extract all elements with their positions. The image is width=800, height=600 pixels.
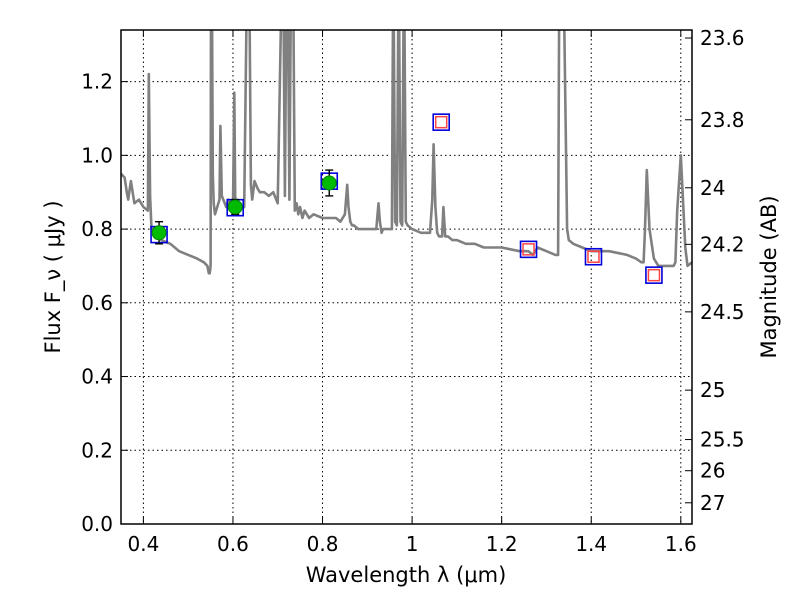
y-axis-title: Flux F_ν ( μJy ) — [41, 200, 66, 353]
plot-area — [121, 30, 692, 284]
model-spectrum-line — [121, 30, 692, 275]
y2-tick-label: 24 — [700, 176, 725, 200]
y-tick-label: 0.8 — [81, 217, 113, 241]
x-tick-label: 0.4 — [127, 532, 159, 556]
y2-tick-label: 25.5 — [700, 428, 745, 452]
x-tick-label: 0.6 — [217, 532, 249, 556]
observed-point — [227, 199, 243, 215]
model-photometry-marker — [519, 240, 538, 259]
observed-point — [321, 175, 337, 191]
y-tick-label: 1.0 — [81, 143, 113, 167]
upper-limit-marker — [434, 115, 448, 129]
x-tick-labels: 0.4 0.6 0.8 1 1.2 1.4 1.6 — [127, 532, 696, 556]
y-tick-label: 0.2 — [81, 438, 113, 462]
y2-tick-label: 27 — [700, 491, 725, 515]
observed-flux-points — [151, 169, 337, 245]
x-tick-label: 1.4 — [575, 532, 607, 556]
upper-limit-marker — [647, 268, 661, 282]
axis-ticks — [121, 30, 692, 525]
plot-frame — [120, 29, 693, 525]
y2-axis-title: Magnitude (AB) — [757, 195, 781, 358]
x-axis-title: Wavelength λ (μm) — [306, 563, 507, 587]
x-tick-label: 1 — [406, 532, 419, 556]
upper-limit-marker — [587, 250, 600, 263]
y2-tick-label: 23.6 — [700, 26, 745, 50]
y2-tick-labels: 23.6 23.8 24 24.2 24.5 25 25.5 26 27 — [700, 26, 745, 515]
y2-tick-label: 23.8 — [700, 108, 745, 132]
x-tick-label: 1.6 — [665, 532, 697, 556]
y-tick-label: 1.2 — [81, 70, 113, 94]
upper-limit-markers — [434, 115, 661, 282]
x-tick-label: 1.2 — [486, 532, 518, 556]
x-tick-label: 0.8 — [307, 532, 339, 556]
y-tick-label: 0.6 — [81, 291, 113, 315]
y-tick-label: 0.4 — [81, 365, 113, 389]
y2-tick-label: 24.5 — [700, 300, 745, 324]
model-photometry-marker — [645, 266, 663, 284]
y-tick-label: 0.0 — [81, 512, 113, 536]
y2-tick-label: 25 — [700, 378, 725, 402]
y-tick-labels: 0.0 0.2 0.4 0.6 0.8 1.0 1.2 — [81, 70, 113, 536]
plot-background — [121, 30, 692, 524]
observed-point — [151, 225, 167, 241]
upper-limit-marker — [522, 243, 535, 256]
model-photometry-marker — [584, 247, 603, 266]
y2-tick-label: 24.2 — [700, 232, 745, 256]
y2-tick-label: 26 — [700, 459, 725, 483]
model-photometry-marker — [432, 113, 451, 131]
